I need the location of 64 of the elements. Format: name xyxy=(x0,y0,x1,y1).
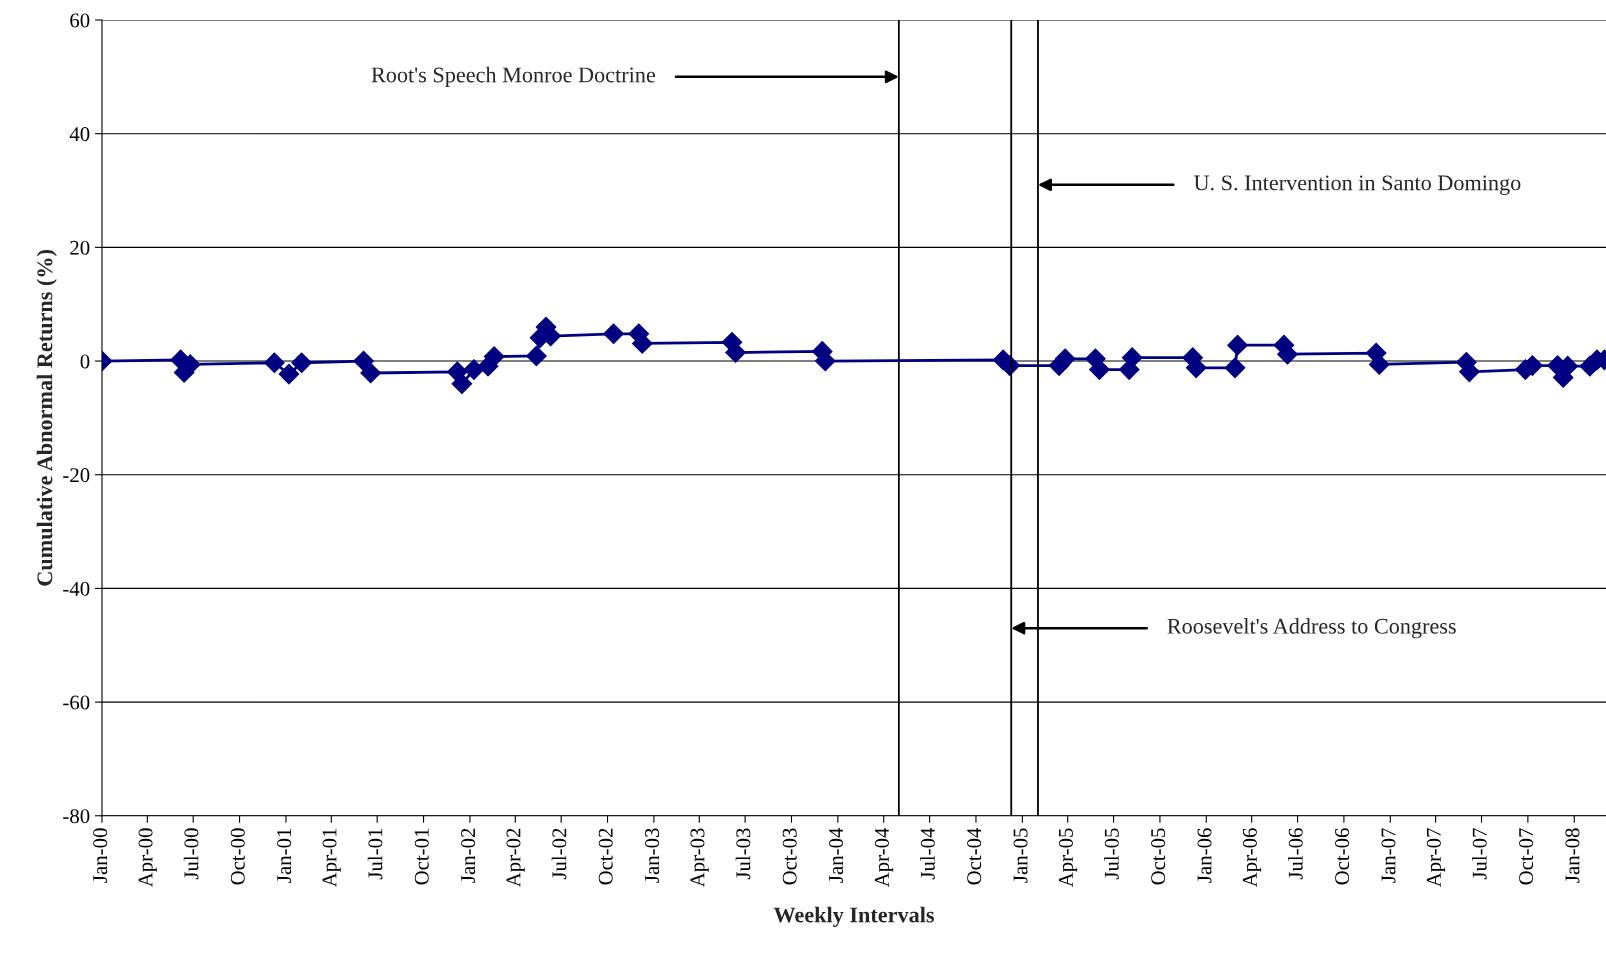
x-tick-label: Jul-03 xyxy=(735,828,751,880)
y-tick-label: -40 xyxy=(63,581,90,596)
point xyxy=(483,346,505,367)
annotation: U. S. Intervention in Santo Domingo xyxy=(1193,175,1521,195)
x-tick-label: Jan-05 xyxy=(1013,828,1028,883)
annotation: Roosevelt's Address to Congress xyxy=(1167,618,1456,639)
y-tick-label: 40 xyxy=(69,127,90,142)
x-tick-label: Apr-01 xyxy=(322,828,341,888)
y-axis-title: Cumulative Abnormal Returns (%) xyxy=(36,250,57,586)
point xyxy=(451,373,473,395)
point xyxy=(360,362,381,384)
x-tick-label: Apr-06 xyxy=(1242,828,1262,888)
point xyxy=(725,342,746,363)
x-tick-label: Oct-02 xyxy=(598,828,613,885)
x-tick-label: Apr-04 xyxy=(874,827,894,888)
x-tick-label: Jan-07 xyxy=(1381,828,1396,883)
y-tick-label: -20 xyxy=(63,468,90,483)
y-tick-label: 60 xyxy=(70,13,90,28)
point xyxy=(1227,334,1248,356)
x-tick-label: Oct-03 xyxy=(782,828,797,885)
point xyxy=(603,323,624,345)
x-tick-label: Oct-01 xyxy=(414,828,429,885)
x-tick-label: Jan-04 xyxy=(829,827,844,883)
point xyxy=(264,352,285,374)
point xyxy=(463,359,485,380)
x-tick-label: Apr-00 xyxy=(138,828,157,888)
y-tick-label: 0 xyxy=(80,354,90,369)
point xyxy=(1224,357,1246,379)
point xyxy=(1121,347,1143,368)
x-tick-label: Apr-02 xyxy=(506,828,525,888)
x-tick-label: Apr-03 xyxy=(690,828,709,888)
point xyxy=(631,333,653,354)
x-tick-label: Jul-05 xyxy=(1104,828,1119,880)
x-tick-label: Jan-08 xyxy=(1565,828,1580,883)
x-tick-label: Apr-05 xyxy=(1058,828,1078,888)
x-tick-label: Oct-04 xyxy=(967,827,982,885)
x-tick-label: Jul-07 xyxy=(1472,828,1487,880)
point xyxy=(1368,354,1390,375)
y-tick-label: -80 xyxy=(63,809,90,824)
x-tick-label: Oct-00 xyxy=(230,828,245,885)
x-tick-label: Jul-00 xyxy=(183,828,199,880)
y-tick-label: 20 xyxy=(70,240,90,255)
x-tick-label: Oct-05 xyxy=(1151,828,1166,885)
point xyxy=(278,363,300,385)
point xyxy=(291,352,312,374)
x-tick-label: Jul-01 xyxy=(367,828,383,880)
x-tick-label: Jan-03 xyxy=(645,828,660,883)
point xyxy=(1054,348,1076,370)
x-tick-label: Jul-06 xyxy=(1288,828,1303,880)
annotation: Root's Speech Monroe Doctrine xyxy=(371,66,656,87)
x-tick-label: Oct-07 xyxy=(1519,828,1534,885)
x-tick-label: Oct-06 xyxy=(1335,828,1350,885)
point xyxy=(1089,359,1110,380)
x-tick-label: Jul-02 xyxy=(551,828,567,880)
x-tick-label: Jan-01 xyxy=(277,828,292,883)
x-tick-label: Jan-02 xyxy=(461,828,476,883)
x-tick-label: Jul-04 xyxy=(920,827,935,880)
point xyxy=(353,350,374,372)
x-tick-label: Jan-06 xyxy=(1197,828,1212,883)
point xyxy=(526,345,547,367)
x-axis-title: Weekly Intervals xyxy=(773,906,934,927)
x-tick-label: Apr-07 xyxy=(1426,828,1446,888)
y-tick-label: -60 xyxy=(63,695,90,710)
x-tick-label: Jan-00 xyxy=(93,828,108,883)
